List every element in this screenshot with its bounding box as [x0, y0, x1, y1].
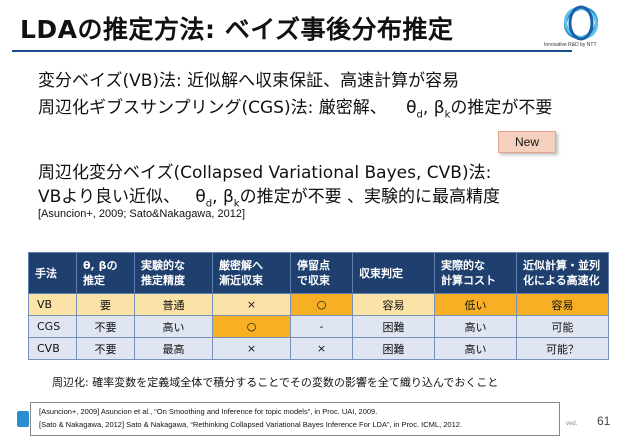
header-text: 実験的な — [141, 259, 185, 272]
reference-1: [Asuncion+, 2009] Asuncion et al., “On S… — [39, 407, 378, 416]
beta-symbol: β — [222, 187, 234, 207]
header-method: 手法 — [28, 252, 77, 294]
beta-symbol: β — [433, 98, 445, 118]
bullet-cgs-tail: の推定が不要 — [450, 98, 553, 118]
beta-subscript: k — [444, 109, 451, 121]
table-cell: 高い — [434, 315, 517, 338]
header-text: 停留点 — [297, 259, 330, 272]
header-text: 厳密解へ — [219, 259, 263, 272]
header-text: 近似計算・並列 — [523, 259, 600, 272]
bullet-cgs-text: 周辺化ギブスサンプリング(CGS)法: 厳密解、 — [38, 98, 387, 118]
header-stationary: 停留点 で収束 — [290, 252, 353, 294]
table-cell: 最高 — [134, 337, 213, 360]
bullet-cvb-detail-text: VBより良い近似、 — [38, 187, 180, 207]
bullet-cvb-detail-tail: の推定が不要 、実験的に最高精度 — [239, 187, 500, 207]
references-box: [Asuncion+, 2009] Asuncion et al., “On S… — [30, 402, 560, 436]
table-row: VB 要 普通 × ○ 容易 低い 容易 — [28, 293, 609, 316]
table-cell: 普通 — [134, 293, 213, 316]
table-cell: × — [212, 293, 291, 316]
table-cell: × — [212, 337, 291, 360]
table-cell: 可能？ — [516, 337, 609, 360]
table-cell: 困難 — [352, 315, 435, 338]
new-badge: New — [498, 131, 556, 153]
table-cell: 不要 — [76, 337, 135, 360]
page-number: 61 — [597, 414, 611, 428]
separator: , — [422, 98, 434, 118]
theta-subscript: d — [205, 198, 213, 210]
header-text: 手法 — [35, 266, 57, 280]
table-cell: ○ — [212, 315, 291, 338]
table-cell: × — [290, 337, 353, 360]
table-cell: 低い — [434, 293, 517, 316]
header-estimation: θ, βの推定 — [76, 252, 135, 294]
header-text: 漸近収束 — [219, 274, 263, 287]
table-cell: 要 — [76, 293, 135, 316]
table-cell: 容易 — [352, 293, 435, 316]
theta-subscript: d — [416, 109, 423, 121]
bullet-cgs: 周辺化ギブスサンプリング(CGS)法: 厳密解、 θd, βkの推定が不要 — [38, 93, 552, 120]
marginalization-note: 周辺化: 確率変数を定義域全体で積分することでその変数の影響を全て織り込んでおく… — [52, 376, 499, 389]
table-cell: 高い — [434, 337, 517, 360]
header-text: 推定精度 — [141, 274, 185, 287]
header-cost: 実際的な 計算コスト — [434, 252, 517, 294]
table-cell: 容易 — [516, 293, 609, 316]
theta-symbol: θ — [195, 187, 206, 207]
table-cell: CGS — [28, 315, 77, 338]
table-cell: 高い — [134, 315, 213, 338]
bullet-cvb-title: 周辺化変分ベイズ(Collapsed Variational Bayes, CV… — [38, 158, 491, 183]
table-cell: CVB — [28, 337, 77, 360]
separator: , — [212, 187, 223, 207]
table-cell: 困難 — [352, 337, 435, 360]
header-convergence-exact: 厳密解へ 漸近収束 — [212, 252, 291, 294]
slide-title: LDAの推定方法: ベイズ事後分布推定 — [20, 15, 454, 44]
table-cell: - — [290, 315, 353, 338]
bullet-vb-text: 変分ベイズ(VB)法: 近似解へ収束保証、高速計算が容易 — [38, 71, 460, 91]
header-text: θ, βの — [83, 259, 118, 272]
inline-citation: [Asuncion+, 2009; Sato&Nakagawa, 2012] — [38, 208, 246, 220]
ntt-logo-icon — [563, 5, 599, 41]
table-cell: 不要 — [76, 315, 135, 338]
reference-2: [Sato & Nakagawa, 2012] Sato & Nakagawa,… — [39, 420, 463, 429]
table-cell: 可能 — [516, 315, 609, 338]
title-divider — [12, 50, 572, 52]
table-row: CGS 不要 高い ○ - 困難 高い 可能 — [28, 315, 609, 338]
header-text: 実際的な — [441, 259, 485, 272]
header-text: 計算コスト — [441, 274, 496, 287]
header-text: 収束判定 — [359, 266, 403, 280]
bullet-cvb-detail: VBより良い近似、 θd, βkの推定が不要 、実験的に最高精度 — [38, 182, 500, 209]
header-convergence-check: 収束判定 — [352, 252, 435, 294]
table-row: CVB 不要 最高 × × 困難 高い 可能？ — [28, 337, 609, 360]
table-cell: VB — [28, 293, 77, 316]
logo-caption: Innovative R&D by NTT — [544, 42, 597, 48]
table-header-row: 手法 θ, βの推定 実験的な推定精度 厳密解へ漸近収束 停留点で収束 収束判定… — [28, 252, 609, 294]
header-text: 推定 — [83, 274, 105, 287]
header-text: で収束 — [297, 274, 330, 287]
beta-subscript: k — [233, 198, 240, 210]
header-text: 化による高速化 — [523, 274, 600, 287]
table-cell: ○ — [290, 293, 353, 316]
header-speedup: 近似計算・並列 化による高速化 — [516, 252, 609, 294]
reference-marker-icon — [17, 411, 29, 427]
header-accuracy: 実験的な 推定精度 — [134, 252, 213, 294]
comparison-table: 手法 θ, βの推定 実験的な推定精度 厳密解へ漸近収束 停留点で収束 収束判定… — [28, 252, 609, 360]
bullet-vb: 変分ベイズ(VB)法: 近似解へ収束保証、高速計算が容易 — [38, 66, 459, 91]
footer-copyright: ved. — [566, 421, 578, 427]
theta-symbol: θ — [406, 98, 417, 118]
bullet-cvb-title-text: 周辺化変分ベイズ(Collapsed Variational Bayes, CV… — [38, 163, 492, 183]
